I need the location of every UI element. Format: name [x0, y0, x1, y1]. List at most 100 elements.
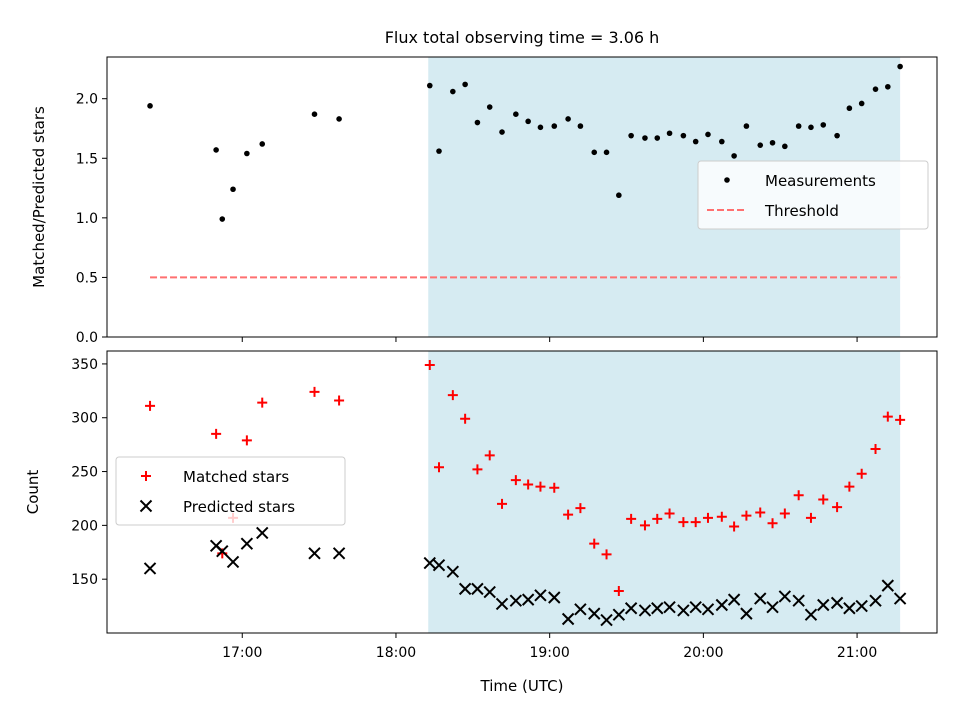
y-axis-label: Matched/Predicted stars: [30, 106, 48, 288]
legend: Matched stars Predicted stars: [115, 456, 346, 526]
predicted-stars-point: [332, 547, 346, 560]
matched-stars-point: [626, 513, 637, 524]
matched-stars-point: [497, 498, 508, 509]
legend: Measurements Threshold: [697, 160, 929, 230]
matched-stars-point: [613, 586, 624, 597]
matched-stars-point: [424, 359, 435, 370]
matched-stars-point: [484, 450, 495, 461]
matched-stars-point: [460, 413, 471, 424]
matched-stars-point: [472, 464, 483, 475]
predicted-stars-point: [766, 600, 779, 614]
matched-stars-point: [664, 508, 675, 519]
measurement-point: [436, 148, 442, 154]
matched-stars-point: [793, 490, 804, 501]
measurement-point: [757, 142, 764, 148]
predicted-stars-point: [588, 607, 601, 620]
measurement-point: [846, 105, 853, 112]
measurement-point: [462, 81, 468, 88]
measurement-point: [244, 150, 250, 157]
measurement-point: [513, 111, 519, 117]
predicted-stars-point: [677, 604, 690, 617]
predicted-stars-point: [446, 565, 460, 578]
measurement-point: [872, 86, 879, 92]
matched-stars-point: [639, 520, 650, 531]
measurement-point: [219, 216, 226, 222]
legend-entry: Threshold: [764, 202, 839, 220]
predicted-stars-point: [216, 544, 229, 558]
predicted-stars-point: [534, 589, 547, 602]
matched-stars-point: [334, 395, 345, 406]
matched-stars-point: [678, 517, 689, 528]
measurement-point: [666, 130, 673, 137]
matched-stars-point: [895, 414, 906, 425]
measurement-point: [628, 132, 634, 139]
predicted-stars-point: [843, 602, 856, 615]
predicted-stars-point: [432, 558, 446, 572]
matched-stars-point: [856, 468, 867, 479]
chart-title: Flux total observing time = 3.06 h: [385, 28, 660, 47]
matched-stars-point: [767, 518, 778, 529]
y-axis-label: Count: [24, 470, 42, 515]
matched-stars-point: [145, 400, 156, 411]
predicted-stars-point: [471, 582, 484, 596]
legend-entry: Predicted stars: [183, 498, 295, 516]
y-tick-label: 0.0: [76, 330, 98, 346]
matched-stars-point: [729, 521, 740, 532]
legend-predicted-marker: [139, 499, 153, 513]
x-tick-label: 18:00: [376, 645, 416, 661]
predicted-stars-point: [727, 593, 741, 606]
ratio-panel: 0.0 0.5 1.0 1.5 2.0 Matched/Predicted stars Me…: [30, 56, 938, 346]
measurement-point: [731, 153, 737, 159]
matched-stars-point: [844, 481, 855, 492]
measurement-point: [642, 135, 648, 141]
y-tick-label: 350: [71, 357, 98, 373]
matched-stars-point: [535, 481, 546, 492]
matched-stars-point: [755, 507, 766, 518]
predicted-stars-point: [689, 600, 702, 614]
measurement-point: [474, 119, 481, 126]
measurement-point: [885, 83, 891, 90]
y-tick-label: 2.0: [76, 92, 98, 108]
matched-stars-point: [510, 475, 521, 486]
x-tick-label: 19:00: [529, 645, 569, 661]
measurement-point: [782, 143, 788, 150]
y-tick-label: 1.5: [76, 151, 98, 167]
predicted-stars-point: [308, 547, 321, 560]
counts-panel: 150 200 250 300 350 17:00 18:00 19:00 20:00 21:00…: [24, 350, 938, 695]
measurement-point: [336, 116, 342, 122]
measurement-point: [743, 123, 750, 129]
legend-matched-marker: [141, 471, 151, 481]
predicted-stars-point: [483, 585, 496, 599]
observing-window-span: [428, 351, 901, 633]
matched-stars-point: [601, 549, 612, 560]
predicted-stars-point: [548, 591, 561, 604]
predicted-stars-point: [143, 562, 157, 575]
legend-measurement-marker: [724, 177, 730, 183]
measurement-point: [705, 131, 711, 138]
predicted-stars-point: [624, 602, 638, 615]
measurement-point: [450, 88, 456, 95]
matched-stars-point: [652, 513, 663, 524]
matched-stars-point: [805, 512, 816, 523]
matched-stars-point: [211, 428, 222, 439]
measurement-point: [692, 138, 699, 145]
axes-frame: [106, 56, 938, 338]
predicted-stars-point: [893, 592, 907, 605]
predicted-stars-point: [869, 594, 882, 607]
predicted-stars-point: [509, 594, 523, 607]
x-tick-label: 20:00: [683, 645, 723, 661]
predicted-stars-point: [792, 594, 805, 607]
matched-stars-point: [523, 479, 534, 490]
predicted-stars-point: [817, 598, 830, 612]
y-tick-label: 0.5: [76, 270, 98, 286]
predicted-stars-point: [521, 593, 535, 606]
predicted-stars-point: [715, 598, 729, 612]
measurement-point: [486, 104, 493, 110]
matched-stars-point: [447, 390, 458, 401]
matched-stars-point: [241, 435, 252, 446]
measurement-point: [213, 147, 219, 153]
matched-stars-point: [309, 386, 320, 397]
legend-box: [115, 456, 346, 526]
measurement-point: [616, 192, 622, 199]
